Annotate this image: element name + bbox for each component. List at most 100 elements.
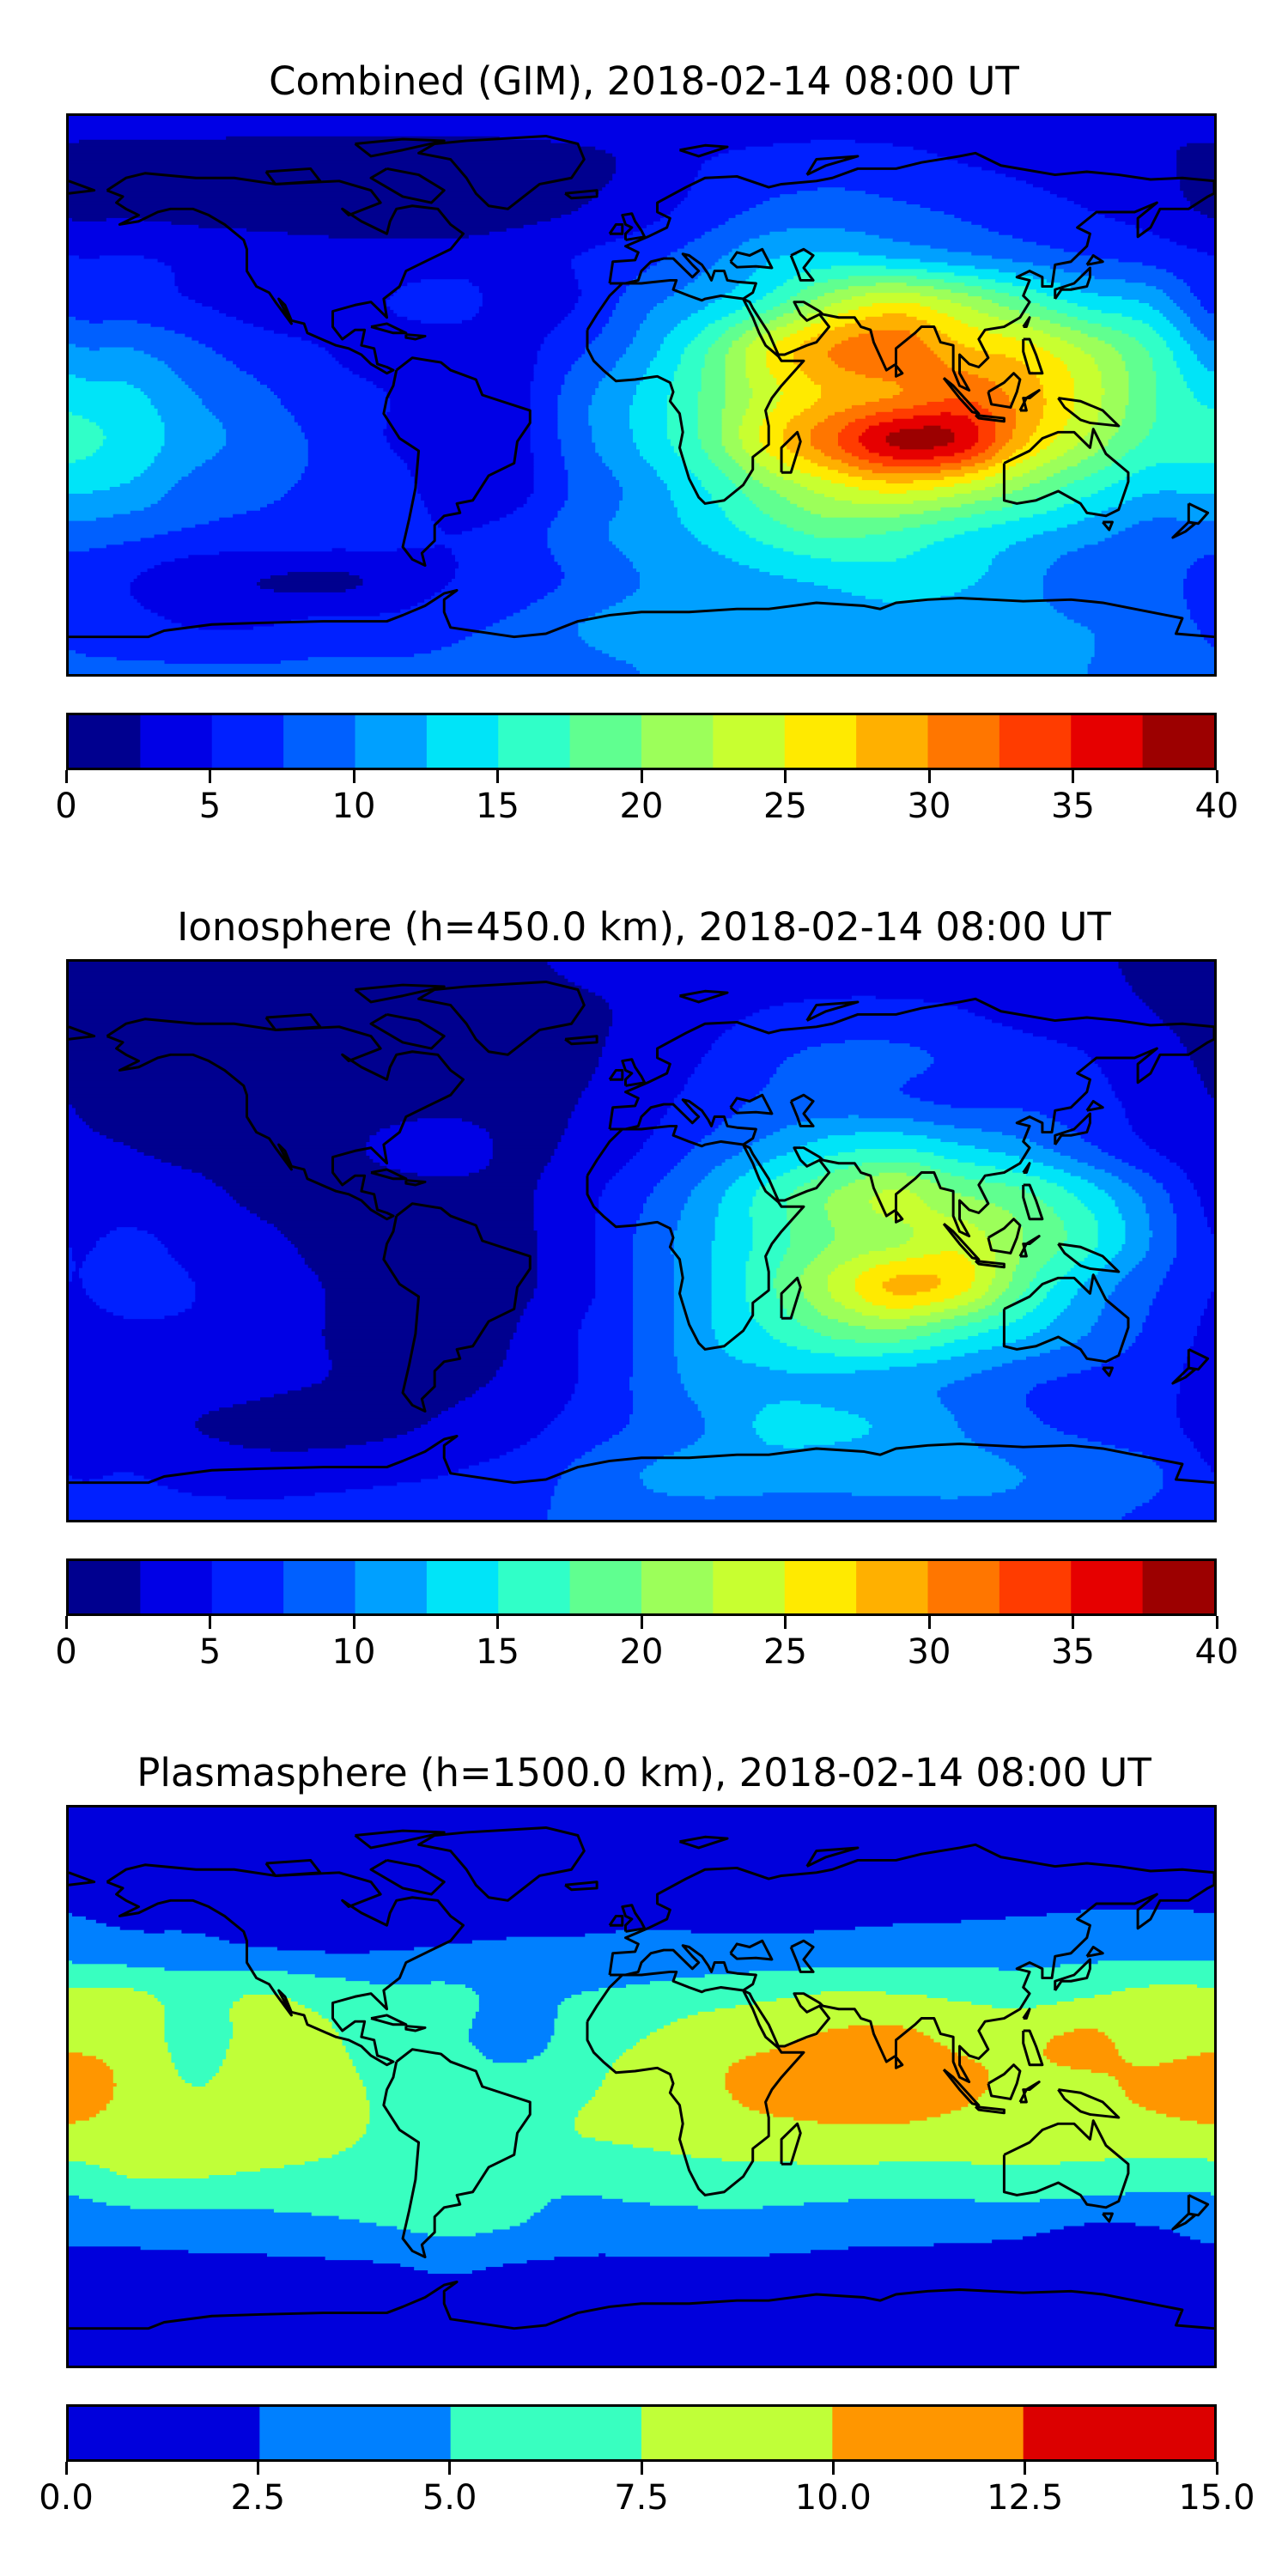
contour-cell [636, 446, 675, 451]
colorbar-tick-label: 30 [907, 1632, 951, 1672]
contour-cell [574, 1387, 630, 1391]
contour-cell [752, 395, 781, 399]
contour-cell [69, 1118, 83, 1122]
contour-cell [745, 347, 770, 352]
contour-cell [578, 2113, 774, 2118]
contour-cell [1163, 1468, 1212, 1473]
contour-cell [780, 398, 818, 403]
contour-cell [1101, 1066, 1198, 1072]
contour-cell [690, 1193, 726, 1198]
contour-cell [1039, 316, 1078, 321]
contour-cell [1025, 500, 1075, 505]
contour-cell [1200, 2052, 1214, 2057]
contour-cell [834, 1237, 911, 1242]
contour-cell [1053, 1254, 1089, 1259]
contour-cell [609, 1005, 770, 1011]
contour-cell [1056, 1040, 1181, 1044]
contour-cell [1066, 422, 1096, 427]
contour-cell [951, 337, 1017, 342]
contour-cell [1197, 2120, 1214, 2125]
contour-cell [988, 378, 1041, 382]
contour-cell [550, 139, 811, 144]
contour-cell [99, 255, 145, 260]
contour-cell [578, 1356, 634, 1361]
contour-cell [1183, 592, 1214, 597]
contour-cell [828, 1243, 901, 1249]
contour-cell [69, 2184, 1214, 2190]
contour-cell [769, 1366, 890, 1371]
contour-cell [1156, 1291, 1212, 1297]
contour-cell [749, 2106, 962, 2111]
contour-cell [400, 609, 521, 614]
contour-cell [677, 1363, 756, 1368]
contour-cell [95, 1241, 162, 1245]
contour-cell [1156, 418, 1214, 423]
contour-cell [307, 453, 398, 457]
contour-cell [1152, 422, 1214, 427]
contour-cell [537, 1247, 596, 1252]
contour-cell [677, 507, 723, 512]
contour-cell [1029, 1407, 1177, 1412]
contour-cell [793, 319, 822, 325]
contour-cell [1118, 503, 1214, 508]
contour-cell [916, 333, 948, 338]
contour-cell [1029, 368, 1068, 372]
contour-cell [273, 1224, 535, 1228]
contour-cell [69, 2202, 107, 2207]
contour-cell [1159, 1489, 1214, 1493]
contour-cell [157, 612, 380, 617]
contour-cell [1039, 418, 1068, 423]
contour-cell [666, 333, 699, 338]
contour-cell [807, 1264, 839, 1269]
contour-cell [636, 1151, 689, 1157]
contour-cell [400, 1169, 480, 1174]
contour-cell [69, 489, 94, 495]
contour-cell [609, 319, 644, 325]
contour-cell [69, 548, 90, 552]
contour-cell [780, 1264, 808, 1269]
contour-cell [533, 1210, 599, 1214]
contour-cell [800, 368, 846, 372]
contour-cell [697, 401, 726, 406]
colorbar-segment [1142, 715, 1214, 768]
contour-cell [1016, 337, 1061, 342]
contour-cell [533, 1200, 599, 1204]
contour-cell [69, 1210, 251, 1214]
contour-cell [718, 466, 744, 471]
contour-cell [595, 245, 685, 250]
contour-cell [69, 385, 135, 389]
contour-cell [69, 466, 149, 471]
contour-cell [1207, 1298, 1214, 1303]
contour-cell [636, 588, 842, 593]
contour-cell [69, 633, 473, 637]
contour-cell [1180, 180, 1214, 185]
contour-cell [745, 411, 770, 416]
contour-cell [133, 595, 432, 600]
contour-cell [633, 428, 668, 434]
contour-cell [1036, 1274, 1065, 1279]
contour-cell [1025, 364, 1068, 368]
contour-cell [616, 170, 699, 174]
contour-cell [1159, 2226, 1214, 2231]
contour-cell [1036, 1142, 1092, 1146]
contour-cell [1152, 1302, 1208, 1306]
contour-cell [817, 463, 849, 467]
contour-cell [526, 2219, 1214, 2224]
contour-cell [649, 463, 685, 467]
coastline [975, 1260, 1005, 1269]
contour-cell [69, 456, 87, 460]
contour-cell [1029, 470, 1061, 474]
contour-cell [482, 296, 579, 301]
contour-cell [1204, 1458, 1214, 1463]
contour-cell [640, 1472, 1024, 1477]
contour-cell [69, 595, 135, 600]
contour-cell [992, 2004, 1037, 2009]
contour-cell [69, 1125, 90, 1129]
contour-cell [714, 262, 767, 266]
contour-cell [1060, 1312, 1103, 1316]
coastline [942, 1223, 981, 1261]
contour-cell [824, 1247, 887, 1252]
contour-cell [1190, 1056, 1214, 1061]
contour-cell [574, 981, 1130, 987]
contour-cell [940, 2113, 1167, 2118]
